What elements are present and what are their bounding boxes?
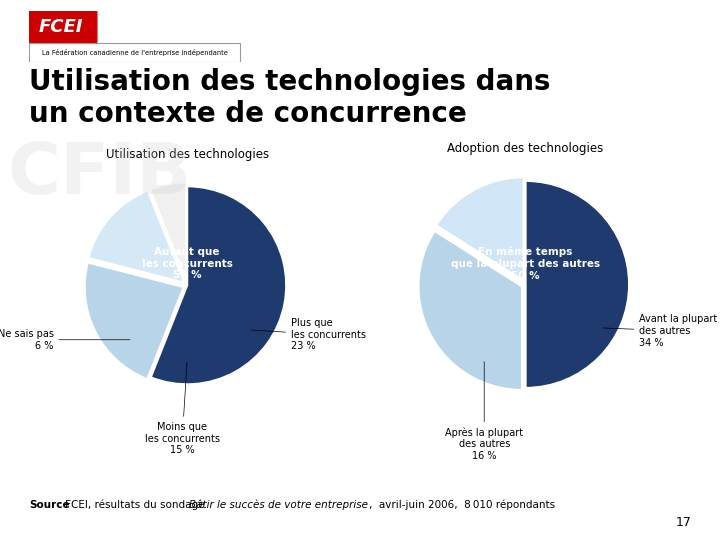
- Text: Autant que
les concurrents
56 %: Autant que les concurrents 56 %: [142, 247, 233, 280]
- Text: Utilisation des technologies dans: Utilisation des technologies dans: [29, 68, 550, 96]
- Text: Avant la plupart
des autres
34 %: Avant la plupart des autres 34 %: [603, 314, 718, 348]
- Text: 17: 17: [675, 516, 691, 529]
- Wedge shape: [150, 183, 186, 281]
- Wedge shape: [85, 262, 184, 379]
- Text: En même temps
que la plupart des autres
50 %: En même temps que la plupart des autres …: [451, 247, 600, 281]
- Text: La Fédération canadienne de l'entreprise indépendante: La Fédération canadienne de l'entreprise…: [42, 49, 228, 56]
- Text: Après la plupart
des autres
16 %: Après la plupart des autres 16 %: [445, 362, 523, 461]
- Text: Plus que
les concurrents
23 %: Plus que les concurrents 23 %: [251, 318, 366, 352]
- FancyBboxPatch shape: [26, 10, 96, 44]
- FancyBboxPatch shape: [29, 43, 240, 62]
- Text: Ne sais pas
6 %: Ne sais pas 6 %: [0, 329, 130, 350]
- Wedge shape: [150, 186, 286, 384]
- Text: un contexte de concurrence: un contexte de concurrence: [29, 100, 467, 128]
- Text: FCEI: FCEI: [39, 18, 84, 36]
- Text: ,  avril-juin 2006,  8 010 répondants: , avril-juin 2006, 8 010 répondants: [369, 500, 556, 510]
- Wedge shape: [418, 231, 522, 390]
- Wedge shape: [436, 177, 523, 281]
- Text: : FCEI, résultats du sondage: : FCEI, résultats du sondage: [55, 500, 207, 510]
- Text: Bâtir le succès de votre entreprise: Bâtir le succès de votre entreprise: [189, 500, 369, 510]
- Wedge shape: [89, 191, 184, 282]
- Text: Moins que
les concurrents
15 %: Moins que les concurrents 15 %: [145, 362, 220, 455]
- Text: Source: Source: [29, 500, 69, 510]
- Text: CFIB: CFIB: [7, 140, 192, 210]
- Title: Adoption des technologies: Adoption des technologies: [447, 142, 604, 155]
- Wedge shape: [526, 181, 629, 388]
- Title: Utilisation des technologies: Utilisation des technologies: [106, 148, 269, 161]
